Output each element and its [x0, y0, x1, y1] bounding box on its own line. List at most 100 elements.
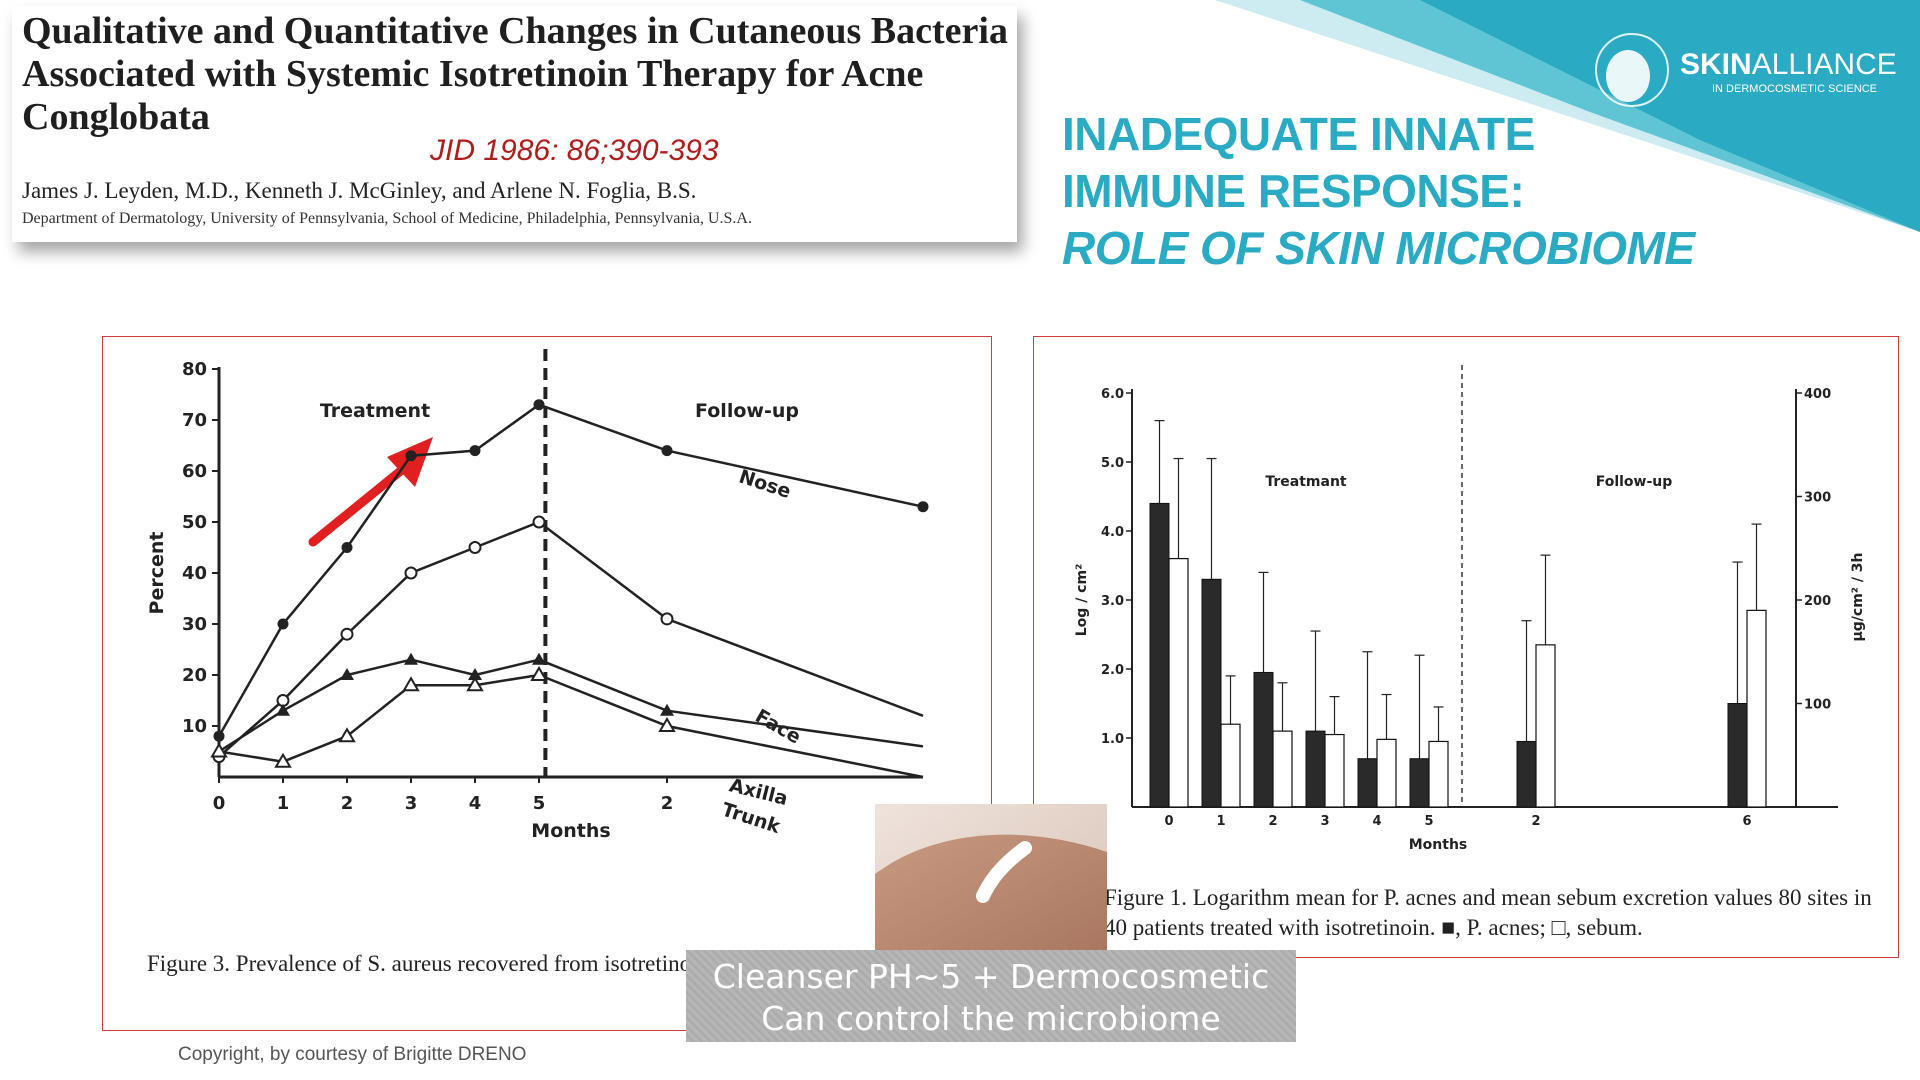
data-point-trunk [338, 727, 356, 743]
bar-sebum [1428, 740, 1449, 808]
cream-dab [976, 841, 1032, 903]
y-right-tick-label: 400 [1804, 387, 1831, 402]
bar-sebum [1220, 723, 1241, 808]
data-point-nose [277, 618, 289, 630]
phase-label-treatment: Treatmant [1265, 474, 1347, 490]
y-tick-label: 30 [182, 614, 207, 635]
phase-label-follow-up: Follow-up [695, 400, 799, 422]
x-tick-label: 3 [1320, 814, 1329, 829]
y-tick-label: 5.0 [1101, 456, 1124, 471]
paper-authors: James J. Leyden, M.D., Kenneth J. McGinl… [22, 178, 697, 203]
data-point-trunk [466, 676, 484, 692]
y-tick-label: 10 [182, 716, 207, 737]
data-point-trunk [530, 666, 548, 681]
bar-p-acnes [1149, 502, 1170, 808]
y-tick-label: 70 [182, 410, 207, 431]
paper-title: Qualitative and Quantitative Changes in … [22, 10, 1008, 138]
bar-p-acnes [1357, 758, 1378, 808]
phase-label-treatment: Treatment [320, 400, 430, 422]
data-point-nose [341, 542, 353, 553]
data-point-face [404, 566, 418, 580]
brand-name-bold: SKIN [1680, 48, 1752, 81]
data-point-axilla [532, 652, 546, 665]
slide-headline: INADEQUATE INNATE IMMUNE RESPONSE: ROLE … [1062, 106, 1695, 277]
x-tick-label: 5 [533, 793, 546, 814]
brand-name-light: ALLIANCE [1752, 48, 1897, 81]
paper-reference: JID 1986: 86;390-393 [430, 134, 719, 167]
y-right-axis-title: µg/cm² / 3h [1850, 552, 1866, 641]
bar-sebum [1168, 558, 1189, 808]
data-point-nose [213, 730, 225, 742]
y-tick-label: 6.0 [1101, 387, 1124, 402]
brand-tagline: IN DERMOCOSMETIC SCIENCE [1712, 83, 1877, 95]
headline-line-3: ROLE OF SKIN MICROBIOME [1062, 222, 1695, 274]
data-point-face [468, 541, 482, 554]
banner-line-1: Cleanser PH~5 + Dermocosmetic [712, 957, 1270, 996]
x-tick-label: 2 [1531, 814, 1540, 829]
data-point-face [660, 612, 674, 626]
bar-sebum [1535, 644, 1556, 808]
data-point-trunk [658, 717, 676, 732]
y-tick-label: 60 [182, 461, 207, 482]
bar-sebum [1376, 738, 1397, 808]
bar-p-acnes [1305, 730, 1326, 808]
x-axis-title: Months [1409, 837, 1468, 853]
logo-ring [1595, 33, 1669, 107]
bar-p-acnes [1201, 578, 1222, 808]
bar-p-acnes [1409, 758, 1430, 808]
data-point-trunk [210, 742, 228, 758]
x-tick-label: 5 [1424, 814, 1433, 829]
y-right-tick-label: 200 [1804, 594, 1831, 609]
series-line-nose [217, 403, 924, 737]
bar-sebum [1746, 609, 1767, 808]
figure-1-caption: Figure 1. Logarithm mean for P. acnes an… [1104, 885, 1872, 940]
data-point-face [532, 515, 546, 529]
y-tick-label: 20 [182, 665, 207, 686]
y-tick-label: 50 [182, 512, 207, 533]
figure-3-panel: 10 20 30 40 50 60 70 80 0 1 2 3 4 5 2 Months Percent Trea… [102, 336, 992, 1031]
banner-text: Cleanser PH~5 + Dermocosmetic Can contro… [686, 956, 1296, 1040]
bar-p-acnes [1727, 703, 1748, 808]
brand-logo-graphic: SKINALLIANCE IN DERMOCOSMETIC SCIENCE [1595, 33, 1897, 107]
logo-drop [1606, 50, 1650, 102]
phase-label-follow-up: Follow-up [1596, 474, 1673, 490]
x-tick-label: 2 [1268, 814, 1277, 829]
headline-line-1: INADEQUATE INNATE [1062, 108, 1535, 160]
figure-3-chart: 10 20 30 40 50 60 70 80 0 1 2 3 4 5 2 Months Percent Trea… [146, 349, 929, 842]
data-point-axilla [660, 703, 674, 716]
paper-affiliation: Department of Dermatology, University of… [22, 210, 752, 227]
y-axis-title: Percent [146, 532, 168, 615]
y-axis-title: Log / cm² [1074, 564, 1090, 636]
paper-header-card: Qualitative and Quantitative Changes in … [12, 6, 1017, 242]
highlight-arrow-head [387, 437, 433, 487]
y-right-tick-label: 300 [1804, 491, 1831, 506]
product-photo-image [875, 804, 1107, 960]
x-tick-label: 2 [341, 793, 354, 814]
figure-1-chart: 1.0 2.0 3.0 4.0 5.0 6.0 100 200 300 400 Log / cm² µ… [1074, 365, 1866, 853]
data-point-trunk [402, 676, 420, 692]
y-tick-label: 80 [182, 359, 207, 380]
figure-3-caption: Figure 3. Prevalence of S. aureus recove… [147, 951, 715, 976]
x-tick-label: 2 [661, 793, 674, 814]
data-point-nose [917, 501, 929, 513]
highlight-arrow [308, 464, 408, 547]
x-tick-label: 0 [213, 793, 226, 814]
data-point-nose [661, 445, 673, 457]
data-point-nose [533, 399, 545, 411]
data-point-axilla [404, 652, 418, 665]
x-tick-label: 3 [405, 793, 418, 814]
x-tick-label: 4 [1372, 814, 1381, 829]
bar-sebum [1272, 730, 1293, 808]
bar-sebum [1324, 733, 1345, 808]
corner-band [1215, 0, 1920, 232]
headline-line-2: IMMUNE RESPONSE: [1062, 165, 1525, 217]
bar-p-acnes [1253, 671, 1274, 808]
banner-line-2: Can control the microbiome [761, 999, 1221, 1038]
y-tick-label: 3.0 [1101, 594, 1124, 609]
copyright-note: Copyright, by courtesy of Brigitte DRENO [178, 1044, 527, 1065]
caption-banner: Cleanser PH~5 + Dermocosmetic Can contro… [686, 950, 1296, 1042]
bar-p-acnes [1516, 740, 1537, 808]
x-tick-label: 0 [1164, 814, 1173, 829]
y-right-tick-label: 100 [1804, 698, 1831, 713]
brand-logo: SKINALLIANCE IN DERMOCOSMETIC SCIENCE [1592, 30, 1912, 120]
